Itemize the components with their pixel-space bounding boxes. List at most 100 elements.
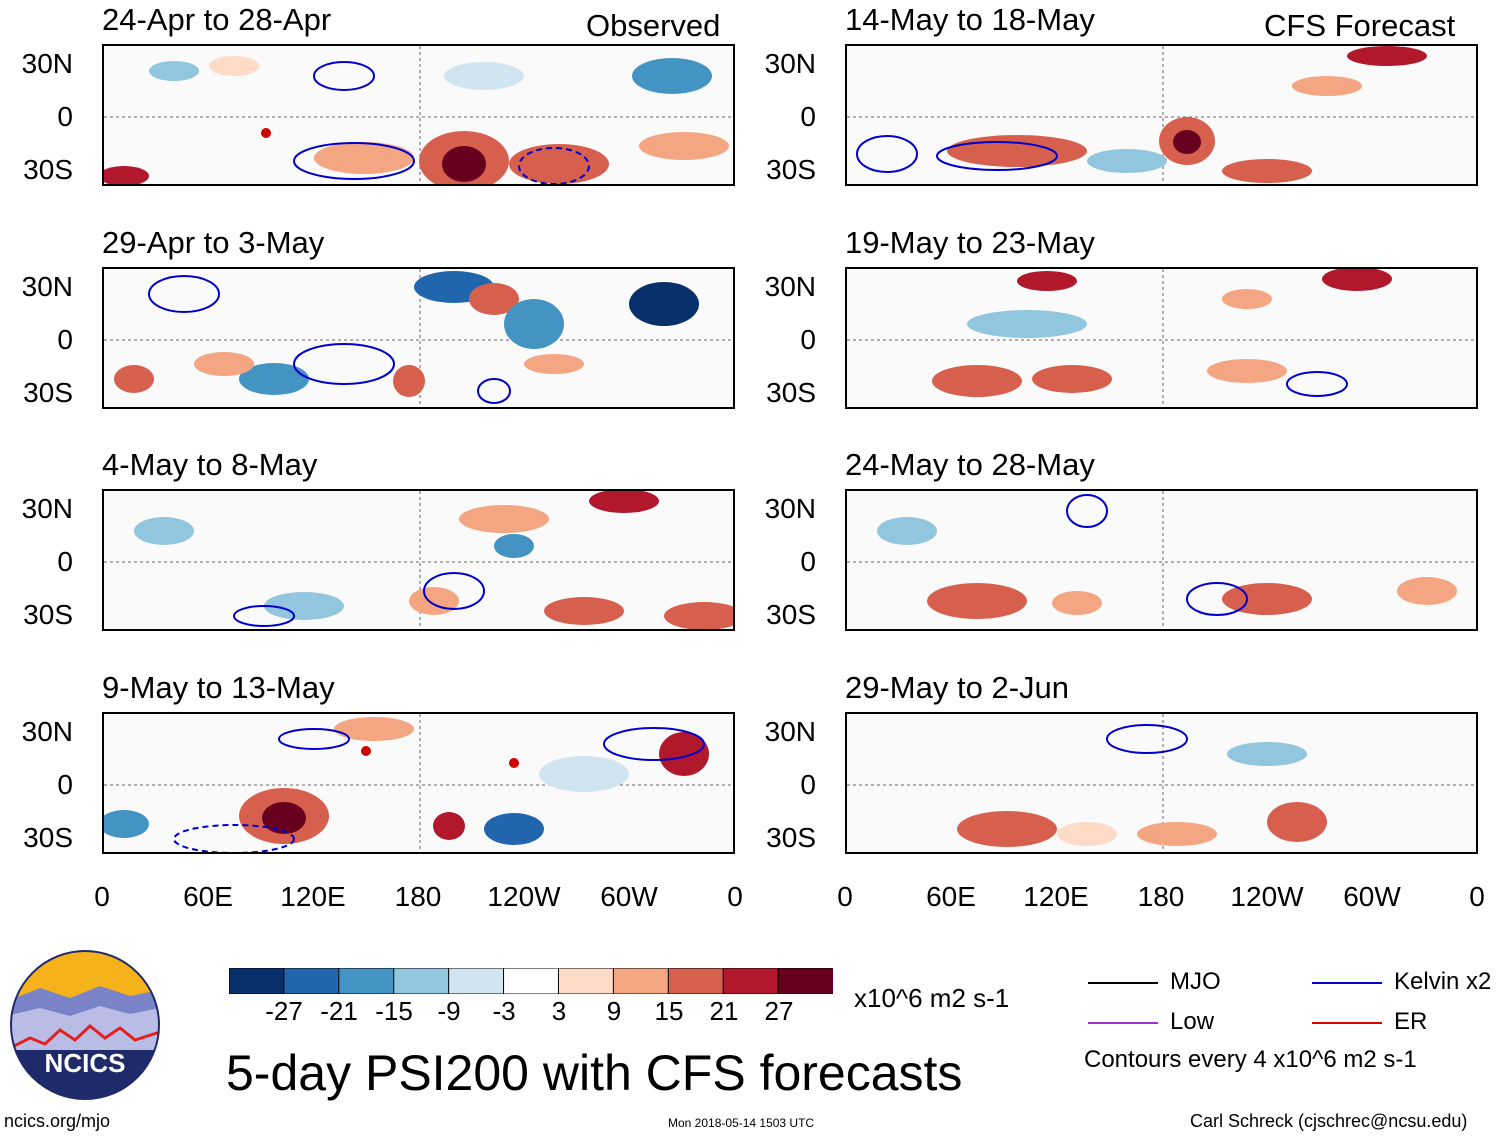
colorbar-swatch <box>229 968 285 994</box>
lon-label: 120W <box>1230 881 1304 912</box>
lat-label-eq: 0 <box>800 324 816 355</box>
legend-label-mjo: MJO <box>1170 968 1221 995</box>
lon-label: 60W <box>600 881 658 912</box>
colorbar-units: x10^6 m2 s-1 <box>854 983 1010 1013</box>
map-field <box>847 491 1476 629</box>
colorbar-label: 27 <box>764 996 794 1026</box>
map-panel-obs-4 <box>102 712 735 854</box>
map-panel-fcst-4 <box>845 712 1478 854</box>
map-panel-fcst-3 <box>845 489 1478 631</box>
panel-title-1: 24-Apr to 28-Apr <box>102 2 332 37</box>
lat-label-30n: 30N <box>764 493 816 524</box>
colorbar-label: 15 <box>654 996 684 1026</box>
colorbar-label: -21 <box>320 996 358 1026</box>
lat-label-30s: 30S <box>766 154 816 185</box>
lat-label-30s: 30S <box>23 377 73 408</box>
lat-label-30n: 30N <box>21 271 73 302</box>
storm-icon <box>361 746 371 756</box>
lat-label-eq: 0 <box>57 324 73 355</box>
main-title: 5-day PSI200 with CFS forecasts <box>226 1045 963 1101</box>
storm-icon <box>509 758 519 768</box>
contour-note: Contours every 4 x10^6 m2 s-1 <box>1084 1046 1417 1073</box>
lon-label: 120E <box>280 881 346 912</box>
legend-line-kelvin <box>1312 982 1382 984</box>
legend: MJO Kelvin x2 Low ER <box>1088 968 1508 1048</box>
lon-label: 0 <box>94 881 110 912</box>
map-field <box>847 46 1476 184</box>
colorbar-label: 3 <box>551 996 567 1026</box>
ncics-logo[interactable]: NCICS <box>10 950 160 1100</box>
colorbar-swatch <box>338 968 395 994</box>
colorbar-label: -27 <box>265 996 303 1026</box>
logo-graphic: NCICS <box>10 950 160 1100</box>
map-panel-fcst-1 <box>845 44 1478 186</box>
panel-title-7: 24-May to 28-May <box>845 447 1095 482</box>
storm-icon <box>261 128 271 138</box>
observed-label: Observed <box>586 8 721 43</box>
colorbar-swatch <box>722 968 780 994</box>
colorbar-swatch <box>557 968 615 994</box>
lon-label: 0 <box>1469 881 1485 912</box>
colorbar-label: -15 <box>375 996 413 1026</box>
map-field <box>104 714 733 852</box>
lat-label-30s: 30S <box>766 599 816 630</box>
lat-label-30s: 30S <box>23 822 73 853</box>
lat-label-30n: 30N <box>21 493 73 524</box>
lon-label: 60E <box>183 881 233 912</box>
lat-label-30s: 30S <box>766 822 816 853</box>
lon-label: 60W <box>1343 881 1401 912</box>
lon-label: 120W <box>487 881 561 912</box>
forecast-label: CFS Forecast <box>1264 8 1456 43</box>
lat-label-30n: 30N <box>764 271 816 302</box>
lat-label-30n: 30N <box>21 716 73 747</box>
lat-label-eq: 0 <box>800 101 816 132</box>
lat-label-eq: 0 <box>800 769 816 800</box>
legend-label-er: ER <box>1394 1008 1428 1035</box>
footer-url[interactable]: ncics.org/mjo <box>4 1111 111 1131</box>
lat-label-eq: 0 <box>57 769 73 800</box>
map-panel-fcst-2 <box>845 267 1478 409</box>
map-panel-obs-1 <box>102 44 735 186</box>
lat-label-30n: 30N <box>764 48 816 79</box>
lon-label: 120E <box>1023 881 1089 912</box>
map-panel-obs-3 <box>102 489 735 631</box>
colorbar-swatch <box>667 968 725 994</box>
map-field <box>847 714 1476 852</box>
footer-timestamp: Mon 2018-05-14 1503 UTC <box>668 1116 815 1130</box>
lon-label: 60E <box>926 881 976 912</box>
panel-title-6: 19-May to 23-May <box>845 225 1095 260</box>
lat-label-30n: 30N <box>21 48 73 79</box>
footer-author: Carl Schreck (cjschrec@ncsu.edu) <box>1190 1111 1468 1131</box>
lat-label-30s: 30S <box>766 377 816 408</box>
panel-title-8: 29-May to 2-Jun <box>845 670 1069 705</box>
map-field <box>847 269 1476 407</box>
colorbar <box>229 968 833 994</box>
panel-title-4: 9-May to 13-May <box>102 670 335 705</box>
colorbar-swatch <box>283 968 340 994</box>
lon-label: 180 <box>394 881 442 912</box>
colorbar-swatch <box>448 968 505 994</box>
map-panel-obs-2 <box>102 267 735 409</box>
colorbar-swatch <box>777 968 833 994</box>
lon-label: 0 <box>727 881 743 912</box>
lat-label-eq: 0 <box>57 101 73 132</box>
legend-line-er <box>1312 1022 1382 1024</box>
colorbar-label: -3 <box>492 996 516 1026</box>
panel-title-3: 4-May to 8-May <box>102 447 318 482</box>
panel-title-2: 29-Apr to 3-May <box>102 225 325 260</box>
map-field <box>104 269 733 407</box>
lon-label: 180 <box>1137 881 1185 912</box>
colorbar-label: -9 <box>437 996 461 1026</box>
map-field <box>104 491 733 629</box>
legend-line-mjo <box>1088 982 1158 984</box>
colorbar-label: 9 <box>606 996 622 1026</box>
lat-label-eq: 0 <box>57 546 73 577</box>
legend-line-low <box>1088 1022 1158 1024</box>
logo-text: NCICS <box>45 1048 126 1078</box>
colorbar-swatch <box>612 968 670 994</box>
lon-label: 0 <box>837 881 853 912</box>
colorbar-label: 21 <box>709 996 739 1026</box>
legend-label-low: Low <box>1170 1008 1215 1035</box>
panel-title-5: 14-May to 18-May <box>845 2 1095 37</box>
legend-label-kelvin: Kelvin x2 <box>1394 968 1492 995</box>
